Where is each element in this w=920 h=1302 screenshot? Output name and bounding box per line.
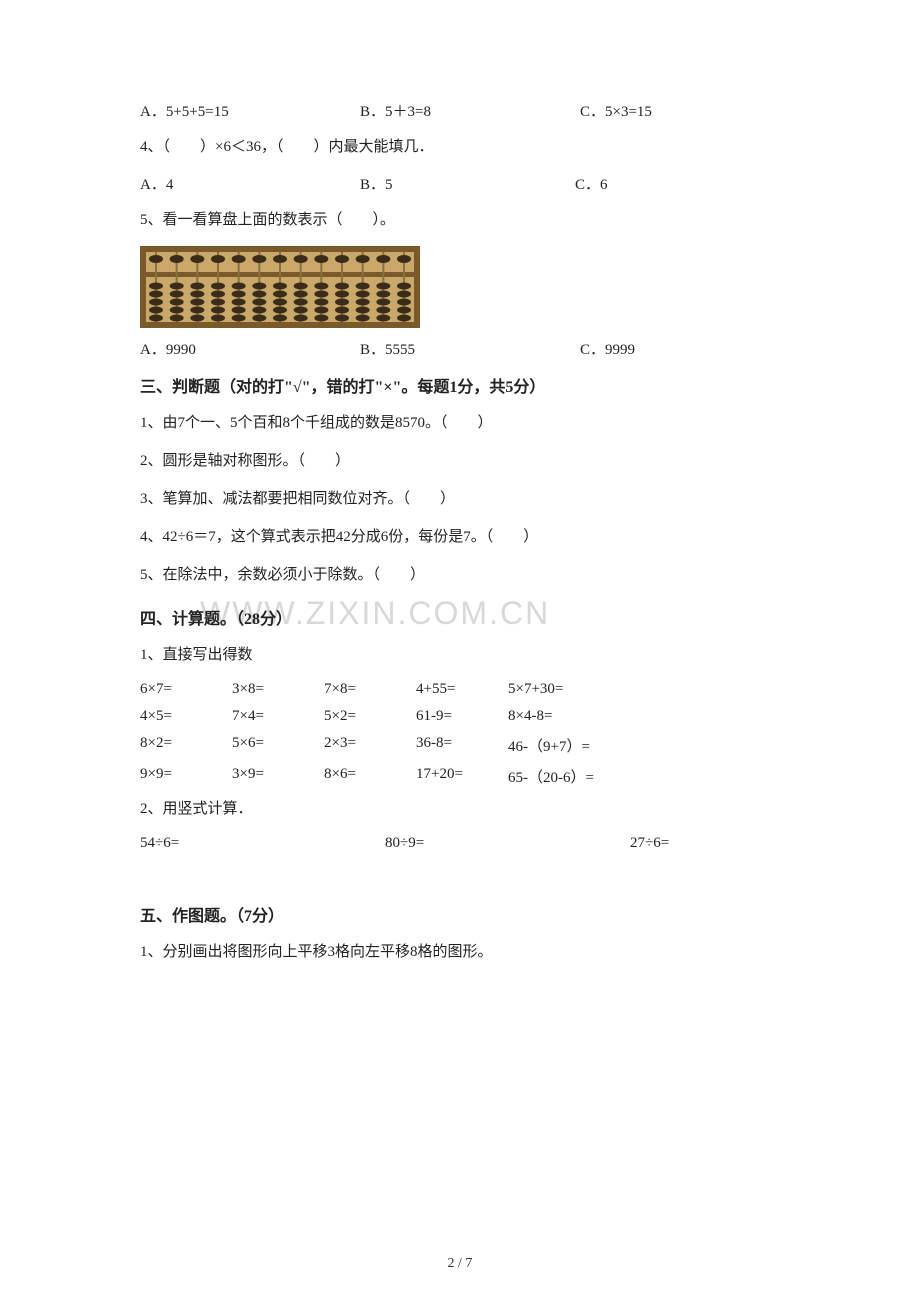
q5-option-c: C．9999 xyxy=(580,338,780,359)
q5-option-a: A．9990 xyxy=(140,338,360,359)
page-number: 2 / 7 xyxy=(0,1256,920,1272)
q3-options: A．5+5+5=15 B．5＋3=8 C．5×3=15 xyxy=(140,100,780,121)
q4-text: 4、（ ）×6＜36，（ ）内最大能填几． xyxy=(140,135,780,159)
q4-option-b: B．5 xyxy=(360,173,575,194)
calc-cell: 2×3= xyxy=(324,735,416,756)
calc-cell: 36-8= xyxy=(416,735,508,756)
section5-heading: 五、作图题。（7分） xyxy=(140,902,780,926)
calc-cell: 3×8= xyxy=(232,681,324,698)
calc-cell: 8×2= xyxy=(140,735,232,756)
q5-option-b: B．5555 xyxy=(360,338,580,359)
abacus-image xyxy=(140,246,780,328)
judge-q5: 5、在除法中，余数必须小于除数。（ ） xyxy=(140,563,780,587)
calc-grid: 6×7=3×8=7×8=4+55=5×7+30= 4×5=7×4=5×2=61-9… xyxy=(140,681,780,787)
section4-heading: 四、计算题。（28分） xyxy=(140,605,780,629)
div-b: 80÷9= xyxy=(385,835,630,852)
section3-heading: 三、判断题（对的打"√"，错的打"×"。每题1分，共5分） xyxy=(140,373,780,397)
q3-option-b: B．5＋3=8 xyxy=(360,100,580,121)
calc-row: 8×2=5×6=2×3=36-8=46-（9+7）= xyxy=(140,735,780,756)
calc-cell: 9×9= xyxy=(140,766,232,787)
calc-cell: 61-9= xyxy=(416,708,508,725)
q5-options: A．9990 B．5555 C．9999 xyxy=(140,338,780,359)
div-a: 54÷6= xyxy=(140,835,385,852)
calc-cell: 4×5= xyxy=(140,708,232,725)
calc-cell: 8×4-8= xyxy=(508,708,638,725)
calc-cell: 8×6= xyxy=(324,766,416,787)
q5-text: 5、看一看算盘上面的数表示（ ）。 xyxy=(140,208,780,232)
calc-cell: 7×4= xyxy=(232,708,324,725)
calc-cell: 65-（20-6）= xyxy=(508,766,638,787)
calc-cell: 5×2= xyxy=(324,708,416,725)
div-c: 27÷6= xyxy=(630,835,780,852)
q4-options: A．4 B．5 C．6 xyxy=(140,173,780,194)
calc-cell: 6×7= xyxy=(140,681,232,698)
calc-row: 4×5=7×4=5×2=61-9=8×4-8= xyxy=(140,708,780,725)
calc-row: 6×7=3×8=7×8=4+55=5×7+30= xyxy=(140,681,780,698)
calc-q1-text: 1、直接写出得数 xyxy=(140,643,780,667)
q3-option-c: C．5×3=15 xyxy=(580,100,780,121)
q4-option-c: C．6 xyxy=(575,173,780,194)
page-content: A．5+5+5=15 B．5＋3=8 C．5×3=15 4、（ ）×6＜36，（… xyxy=(140,100,780,964)
calc-q2-text: 2、用竖式计算． xyxy=(140,797,780,821)
draw-q1: 1、分别画出将图形向上平移3格向左平移8格的图形。 xyxy=(140,940,780,964)
calc-cell: 46-（9+7）= xyxy=(508,735,638,756)
calc-cell: 3×9= xyxy=(232,766,324,787)
calc-cell: 7×8= xyxy=(324,681,416,698)
judge-q1: 1、由7个一、5个百和8个千组成的数是8570。（ ） xyxy=(140,411,780,435)
q3-option-a: A．5+5+5=15 xyxy=(140,100,360,121)
judge-q4: 4、42÷6＝7，这个算式表示把42分成6份，每份是7。（ ） xyxy=(140,525,780,549)
calc-row: 9×9=3×9=8×6=17+20=65-（20-6）= xyxy=(140,766,780,787)
calc-cell: 4+55= xyxy=(416,681,508,698)
calc-cell: 17+20= xyxy=(416,766,508,787)
calc-cell: 5×7+30= xyxy=(508,681,638,698)
q4-option-a: A．4 xyxy=(140,173,360,194)
judge-q2: 2、圆形是轴对称图形。（ ） xyxy=(140,449,780,473)
judge-q3: 3、笔算加、减法都要把相同数位对齐。（ ） xyxy=(140,487,780,511)
calc-cell: 5×6= xyxy=(232,735,324,756)
division-row: 54÷6= 80÷9= 27÷6= xyxy=(140,835,780,852)
